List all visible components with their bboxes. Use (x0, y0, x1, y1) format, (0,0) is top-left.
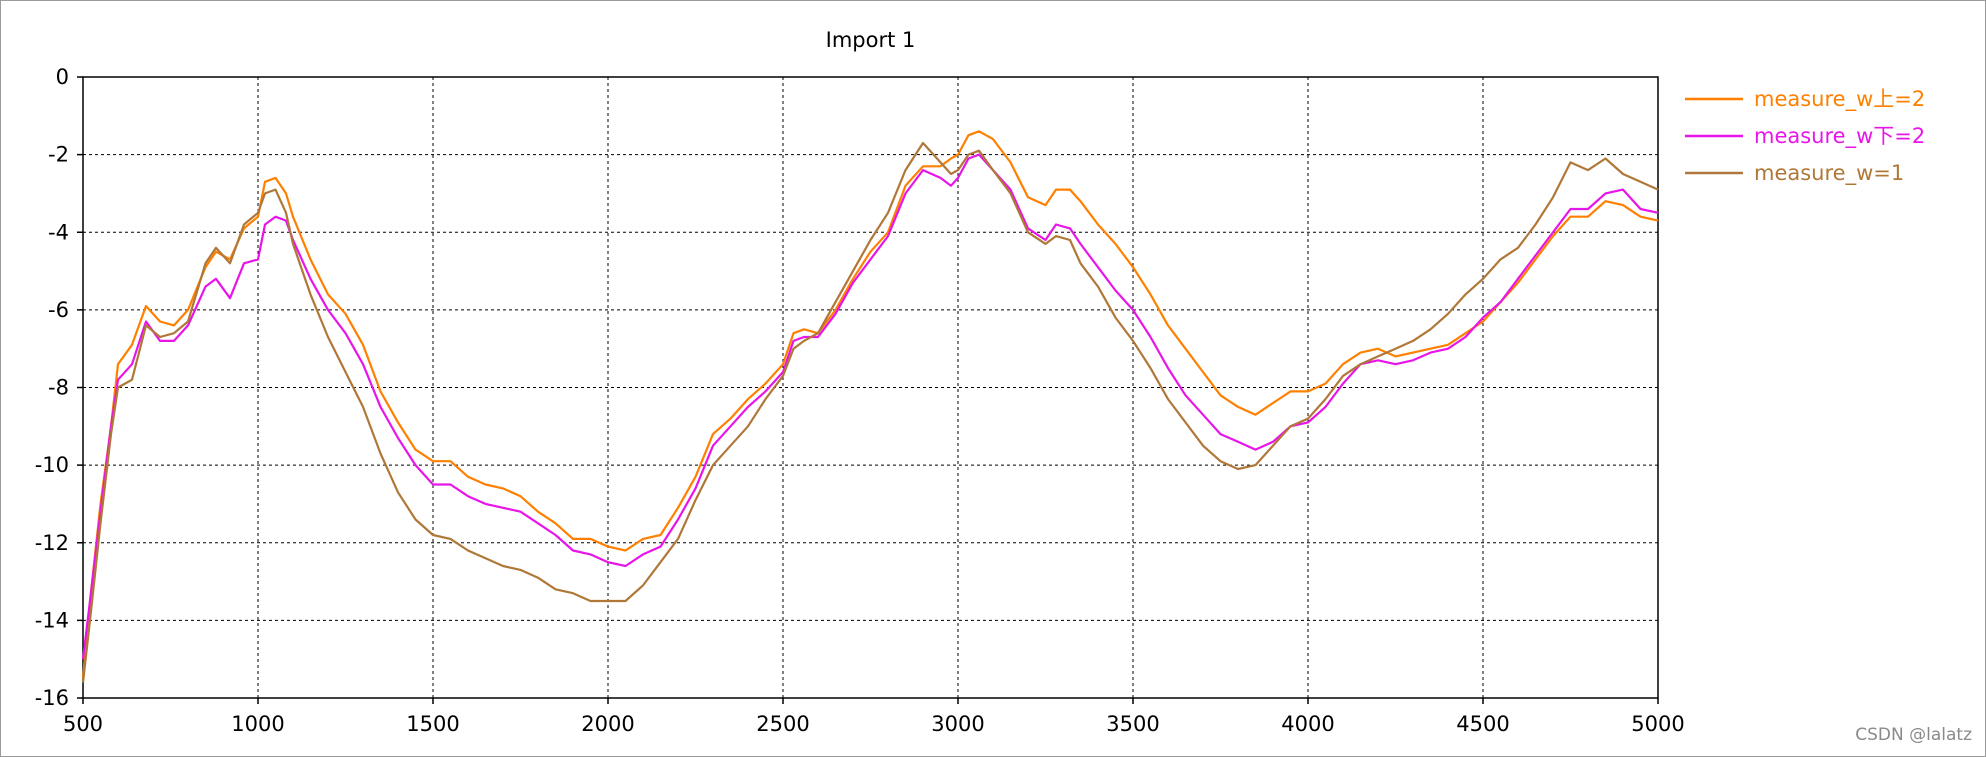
legend-label: measure_w上=2 (1754, 87, 1925, 112)
series-line-2 (81, 153, 1659, 660)
y-tick-label: -12 (35, 531, 69, 555)
y-tick-label: -4 (48, 220, 69, 244)
x-tick-label: 1000 (231, 712, 284, 736)
grid (83, 77, 1658, 698)
y-tick-label: -8 (48, 376, 69, 400)
x-tick-label: 3500 (1106, 712, 1159, 736)
legend-label: measure_w=1 (1754, 161, 1904, 186)
chart-title: Import 1 (826, 28, 916, 52)
x-tick-label: 3000 (931, 712, 984, 736)
x-tick-label: 4000 (1281, 712, 1334, 736)
x-tick-label: 2500 (756, 712, 809, 736)
legend[interactable]: measure_w上=2 measure_w下=2 measure_w=1 (1685, 87, 1925, 186)
legend-label: measure_w下=2 (1754, 124, 1925, 149)
legend-item-2[interactable]: measure_w下=2 (1685, 124, 1925, 149)
y-tick-label: -6 (48, 298, 69, 322)
legend-item-1[interactable]: measure_w上=2 (1685, 87, 1925, 112)
plot-area (81, 130, 1659, 683)
y-tick-label: -2 (48, 143, 69, 167)
y-tick-label: 0 (56, 65, 69, 89)
x-tick-label: 2000 (581, 712, 634, 736)
legend-item-3[interactable]: measure_w=1 (1685, 161, 1904, 186)
x-tick-label: 1500 (406, 712, 459, 736)
axes: 500 1000 1500 2000 2500 3000 3500 4000 4500 5000 0… (35, 65, 1685, 736)
y-tick-label: -16 (35, 686, 69, 710)
y-tick-label: -14 (35, 608, 69, 632)
watermark: CSDN @lalatz (1855, 725, 1972, 745)
x-tick-label: 4500 (1456, 712, 1509, 736)
x-tick-label: 500 (63, 712, 103, 736)
x-tick-label: 5000 (1631, 712, 1684, 736)
y-tick-label: -10 (35, 453, 69, 477)
series-line-3 (81, 141, 1659, 683)
series-line-1 (81, 130, 1659, 679)
